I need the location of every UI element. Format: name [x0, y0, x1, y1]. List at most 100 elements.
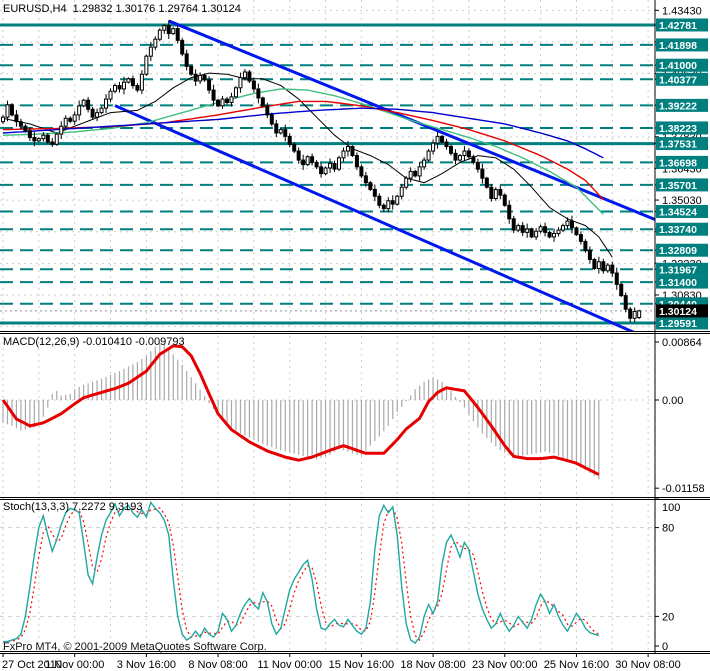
- bear-candle: [184, 53, 189, 67]
- price-axis[interactable]: 1.434301.420301.406301.392301.378301.364…: [655, 5, 708, 647]
- bull-candle: [5, 104, 10, 118]
- bull-candle: [395, 195, 400, 205]
- time-axis-label: 3 Nov 16:00: [117, 659, 176, 671]
- bull-candle: [113, 85, 117, 92]
- bull-candle: [516, 225, 521, 231]
- bear-candle: [587, 249, 592, 260]
- bear-candle: [578, 234, 583, 242]
- bull-candle: [323, 167, 328, 175]
- stoch-axis-label: 0: [662, 641, 668, 653]
- bear-candle: [287, 135, 292, 145]
- bear-candle: [117, 85, 122, 90]
- bear-candle: [211, 89, 216, 101]
- bear-candle: [507, 204, 512, 220]
- bull-candle: [534, 230, 539, 238]
- stoch-pane[interactable]: [0, 500, 655, 644]
- bear-candle: [193, 73, 198, 82]
- current-price-badge-text: 1.30124: [659, 306, 697, 318]
- macd-axis[interactable]: 0.00864 0.00 -0.01158: [662, 337, 705, 495]
- bear-candle: [256, 88, 261, 99]
- bull-candle: [538, 226, 543, 232]
- bear-candle: [498, 188, 503, 196]
- bear-candle: [90, 108, 95, 118]
- level-price-badge: [656, 222, 708, 236]
- time-axis-label: 11 Nov 00:00: [257, 659, 322, 671]
- bear-candle: [466, 150, 471, 158]
- macd-indicator-label: MACD(12,26,9) -0.010410 -0.009793: [3, 336, 185, 348]
- bull-candle: [637, 310, 642, 318]
- macd-signal-line: [1, 344, 600, 476]
- bull-candle: [41, 134, 46, 140]
- bear-candle: [381, 204, 386, 210]
- pane-separators[interactable]: [0, 331, 710, 654]
- stoch-axis-label: 20: [662, 611, 674, 623]
- bear-candle: [623, 295, 628, 310]
- bull-candle: [278, 129, 283, 134]
- bear-candle: [283, 129, 288, 137]
- bear-candle: [225, 98, 229, 103]
- bear-candle: [628, 308, 633, 319]
- bear-candle: [520, 225, 525, 233]
- main-price-pane[interactable]: [0, 9, 662, 339]
- bear-candle: [363, 175, 368, 184]
- ma-slowest-blue[interactable]: [2, 107, 604, 159]
- bear-candle: [332, 162, 337, 170]
- bear-candle: [292, 143, 297, 152]
- level-price-badge-text: 1.31967: [659, 264, 697, 276]
- level-price-badge-text: 1.42781: [659, 20, 697, 32]
- bear-candle: [354, 155, 359, 168]
- bear-candle: [583, 240, 588, 251]
- bull-candle: [1, 116, 5, 123]
- bear-candle: [574, 227, 579, 236]
- time-axis-label: 23 Nov 00:00: [472, 659, 537, 671]
- bear-candle: [247, 71, 252, 82]
- bear-candle: [166, 25, 171, 35]
- price-axis-label: 1.43430: [662, 5, 702, 17]
- level-price-badge-text: 1.31400: [659, 277, 697, 289]
- stoch-axis-label: 100: [662, 502, 680, 514]
- bear-candle: [32, 136, 37, 142]
- bear-candle: [301, 159, 306, 166]
- bull-candle: [431, 142, 436, 152]
- ma-fast-black[interactable]: [2, 72, 613, 258]
- level-price-badge: [656, 58, 708, 72]
- bull-candle: [233, 87, 238, 98]
- bull-candle: [552, 233, 557, 238]
- ma-medium-green[interactable]: [2, 88, 604, 215]
- bull-candle: [417, 166, 422, 177]
- bear-candle: [265, 105, 270, 116]
- bear-candle: [453, 152, 458, 161]
- time-axis-label: 18 Nov 08:00: [400, 659, 465, 671]
- bear-candle: [9, 104, 14, 116]
- level-price-badge: [656, 137, 708, 151]
- bear-candle: [23, 125, 28, 132]
- bull-candle: [386, 200, 391, 210]
- bear-candle: [610, 264, 615, 274]
- bear-candle: [175, 28, 180, 41]
- bear-candle: [529, 228, 534, 238]
- lower-channel-trendline[interactable]: [114, 104, 648, 339]
- level-price-badge-text: 1.37531: [659, 139, 697, 151]
- bear-candle: [14, 114, 19, 123]
- bear-candle: [296, 150, 301, 161]
- bull-candle: [328, 162, 333, 169]
- level-price-badge: [656, 316, 708, 330]
- bull-candle: [108, 90, 113, 100]
- time-axis-label: 15 Nov 16:00: [329, 659, 394, 671]
- bull-candle: [422, 159, 427, 168]
- macd-pane[interactable]: [0, 342, 655, 480]
- level-price-badge-text: 1.35701: [659, 180, 697, 192]
- time-axis-label: 27 Oct 2010: [2, 659, 62, 671]
- bull-candle: [162, 25, 167, 31]
- bear-candle: [471, 156, 476, 163]
- time-axis-label: 30 Nov 08:00: [615, 659, 680, 671]
- bull-candle: [229, 96, 234, 103]
- stoch-axis[interactable]: 100 80 20 0: [662, 502, 680, 653]
- bear-candle: [202, 74, 207, 81]
- level-price-badge: [656, 262, 708, 276]
- level-price-badge: [656, 155, 708, 169]
- level-price-badge: [656, 18, 708, 32]
